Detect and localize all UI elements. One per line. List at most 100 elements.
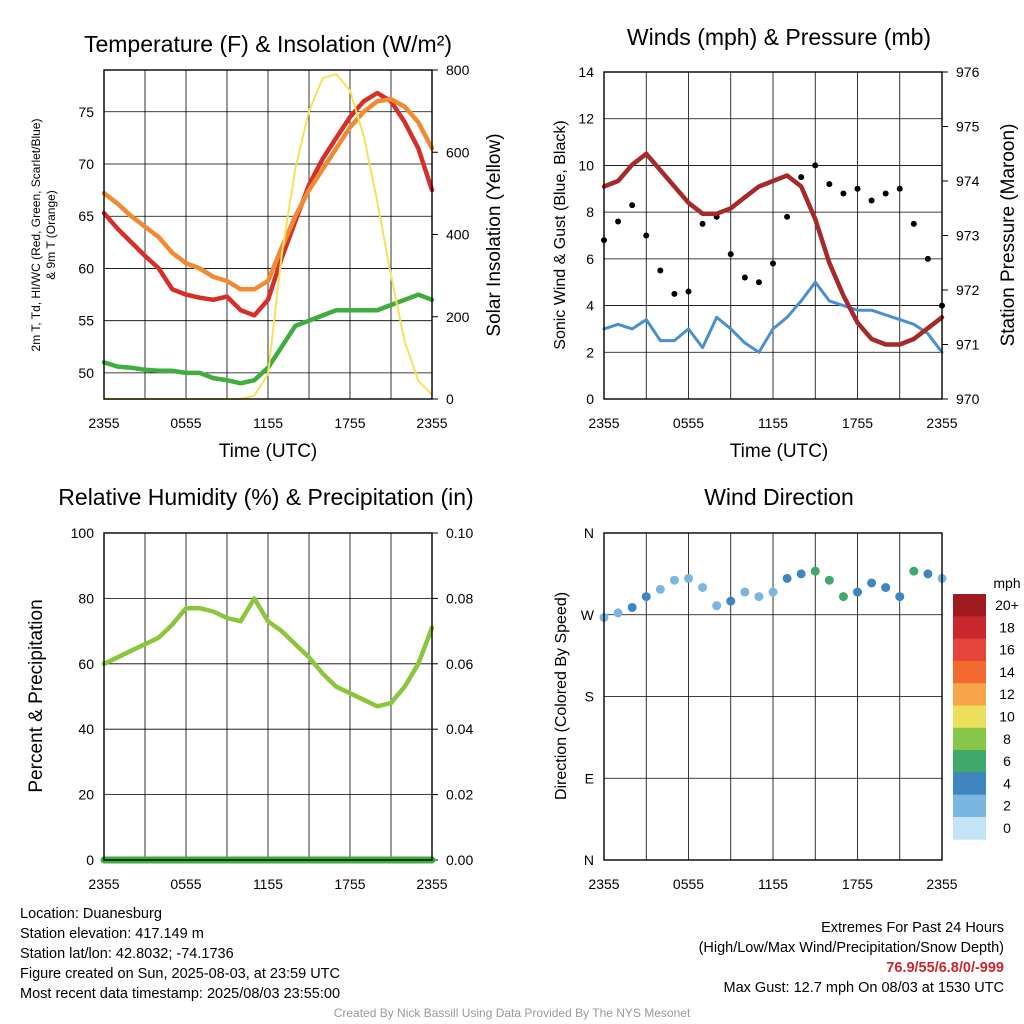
legend-swatch <box>953 683 986 706</box>
x-axis-label: Time (UTC) <box>730 441 829 462</box>
x-tick-label: 2355 <box>88 876 119 892</box>
chart-title: Winds (mph) & Pressure (mb) <box>627 24 931 50</box>
legend-label: 14 <box>999 664 1015 680</box>
gust-point <box>826 181 833 188</box>
y-axis-label: 2m T, Td, HI/WC (Red, Green, Scarlet/Blu… <box>29 119 43 352</box>
extremes-values: 76.9/55/6.8/0/-999 <box>886 960 1004 976</box>
legend-label: 16 <box>999 642 1015 658</box>
gust-point <box>910 220 917 227</box>
y2-tick-label: 0.00 <box>446 852 473 868</box>
y-tick-label: S <box>585 689 594 705</box>
temperature-line <box>101 90 435 318</box>
direction-point <box>698 583 708 592</box>
legend-swatch <box>953 750 986 773</box>
max-gust: Max Gust: 12.7 mph On 08/03 at 1530 UTC <box>723 980 1004 996</box>
y-tick-label: N <box>584 525 594 541</box>
y2-tick-label: 200 <box>446 309 470 325</box>
legend-label: 18 <box>999 619 1015 635</box>
legend-swatch <box>953 817 986 840</box>
x-tick-label: 0555 <box>673 415 704 431</box>
legend-label: 8 <box>1003 731 1011 747</box>
y2-tick-label: 400 <box>446 227 470 243</box>
y-tick-label: 0 <box>586 391 594 407</box>
figure-created: Figure created on Sun, 2025-08-03, at 23… <box>20 966 340 982</box>
gust-point <box>798 174 805 181</box>
temperature-9m-line <box>101 96 435 292</box>
y2-tick-label: 975 <box>956 119 980 135</box>
credit-line: Created By Nick Bassill Using Data Provi… <box>333 1006 691 1020</box>
y-tick-label: N <box>584 852 594 868</box>
station-location: Location: Duanesburg <box>20 906 162 922</box>
y-tick-label: 6 <box>586 251 594 267</box>
x-tick-label: 0555 <box>673 876 704 892</box>
extremes-title: Extremes For Past 24 Hours <box>821 920 1004 936</box>
y2-tick-label: 0.08 <box>446 590 473 606</box>
y-axis-label: & 9m T (Orange) <box>44 190 58 280</box>
pressure-line <box>601 151 945 347</box>
legend-swatch <box>953 705 986 729</box>
x-tick-label: 2355 <box>588 415 619 431</box>
direction-point <box>895 592 905 602</box>
gust-point <box>671 290 678 297</box>
x-tick-label: 1755 <box>334 876 365 892</box>
gust-point <box>755 279 762 286</box>
y-tick-label: 55 <box>78 313 94 329</box>
direction-point <box>867 578 877 588</box>
plot-border-2 <box>603 71 943 400</box>
gust-point <box>615 218 622 225</box>
station-elevation: Station elevation: 417.149 m <box>20 926 204 942</box>
legend-label: 20+ <box>995 597 1019 613</box>
y2-tick-label: 973 <box>956 228 980 244</box>
plot-border-4 <box>603 532 943 861</box>
legend-swatch <box>953 660 986 684</box>
plot-border-1 <box>103 69 433 400</box>
x-tick-label: 1155 <box>758 415 788 431</box>
x-tick-label: 1155 <box>253 876 283 892</box>
y-tick-label: 50 <box>78 365 94 381</box>
plot-border-3 <box>103 532 433 861</box>
extremes-subtitle: (High/Low/Max Wind/Precipitation/Snow De… <box>698 940 1004 956</box>
direction-point <box>613 608 623 618</box>
direction-point <box>726 596 736 606</box>
y2-axis-label: Station Pressure (Maroon) <box>998 124 1019 347</box>
wind-speed-line <box>602 280 944 354</box>
legend-swatch <box>953 727 986 751</box>
y-axis-label: Direction (Colored By Speed) <box>553 592 570 800</box>
x-tick-label: 2355 <box>416 415 447 431</box>
gust-point <box>770 260 776 267</box>
direction-point <box>655 584 665 594</box>
y-tick-label: 40 <box>78 721 94 737</box>
direction-point <box>881 583 891 592</box>
direction-point <box>754 592 764 602</box>
x-axis-label: Time (UTC) <box>219 441 318 462</box>
gust-point <box>896 185 903 192</box>
direction-point <box>782 573 792 583</box>
recent-timestamp: Most recent data timestamp: 2025/08/03 2… <box>20 986 341 1002</box>
gust-point <box>727 251 734 258</box>
y-tick-label: 60 <box>78 260 94 276</box>
gust-point <box>643 232 650 239</box>
y2-tick-label: 0.06 <box>446 656 473 672</box>
y-tick-label: 0 <box>86 852 94 868</box>
legend-label: 2 <box>1003 798 1011 814</box>
y2-tick-label: 972 <box>956 282 980 298</box>
direction-point <box>641 592 651 602</box>
y2-tick-label: 974 <box>956 173 980 189</box>
x-tick-label: 1755 <box>842 876 873 892</box>
x-tick-label: 1155 <box>758 876 788 892</box>
direction-point <box>740 587 750 597</box>
y-tick-label: 70 <box>78 156 94 172</box>
chart-title: Relative Humidity (%) & Precipitation (i… <box>58 484 473 510</box>
y-tick-label: E <box>585 770 594 786</box>
y-tick-label: 100 <box>71 525 95 541</box>
x-tick-label: 1755 <box>334 415 365 431</box>
station-latlon: Station lat/lon: 42.8032; -74.1736 <box>20 946 234 962</box>
y-tick-label: 65 <box>78 208 94 224</box>
gust-point <box>784 213 791 220</box>
gust-point <box>629 202 636 209</box>
legend-label: 10 <box>999 709 1015 725</box>
extremes-box: Extremes For Past 24 Hours (High/Low/Max… <box>699 918 1004 998</box>
gust-point <box>812 162 819 169</box>
legend-swatch <box>953 594 986 617</box>
x-tick-label: 2355 <box>588 876 619 892</box>
